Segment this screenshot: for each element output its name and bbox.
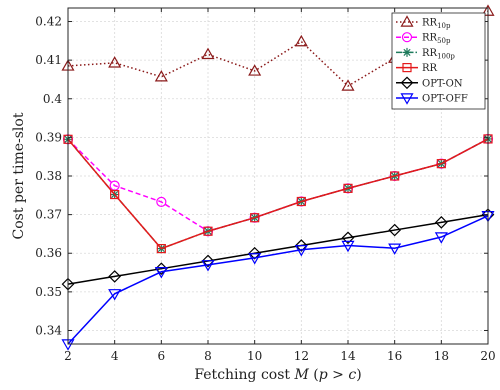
legend-label: OPT-OFF	[422, 94, 468, 105]
data-point	[294, 34, 308, 47]
legend-item: OPT-ON	[396, 76, 463, 90]
data-point	[248, 64, 262, 76]
legend-item: RR10p	[396, 15, 451, 31]
data-point	[248, 246, 262, 260]
legend-label: RR50p	[422, 33, 451, 46]
x-tick-label: 8	[204, 349, 212, 363]
series-layer	[61, 4, 495, 351]
x-tick-label: 14	[340, 349, 356, 363]
x-axis-label: Fetching cost M (p > c)	[194, 367, 361, 383]
data-point	[154, 70, 168, 82]
data-point	[294, 245, 308, 257]
legend-label: RR10p	[422, 18, 451, 31]
data-point	[341, 240, 355, 253]
data-point	[250, 213, 260, 223]
x-axis-ticks: 2 4 6 8 10 12 14 16 18 20	[64, 8, 496, 363]
data-point	[154, 267, 168, 279]
series-line	[67, 138, 489, 233]
y-tick-label: 0.39	[35, 130, 62, 144]
legend-marker	[400, 93, 414, 105]
y-tick-label: 0.37	[35, 208, 62, 222]
data-point	[248, 253, 262, 265]
legend-marker	[402, 47, 412, 57]
legend-label: RR100p	[422, 48, 455, 61]
x-tick-label: 4	[111, 349, 119, 363]
y-tick-label: 0.42	[35, 15, 62, 29]
series-line	[67, 215, 489, 345]
x-tick-label: 20	[480, 349, 495, 363]
data-point	[388, 223, 402, 237]
legend-item: RR100p	[396, 47, 455, 61]
y-tick-label: 0.35	[35, 285, 62, 299]
y-axis-ticks: 0.34 0.35 0.36 0.37 0.38 0.39 0.4 0.41 0.42	[35, 15, 488, 337]
data-point	[390, 171, 400, 181]
series-opt-off	[61, 211, 495, 351]
data-point	[108, 56, 122, 68]
data-point	[343, 183, 353, 193]
legend-marker	[402, 62, 412, 73]
data-point	[388, 243, 402, 255]
series-line	[67, 138, 489, 250]
series-rr	[63, 134, 493, 254]
data-point	[434, 232, 448, 244]
legend-label: OPT-ON	[422, 78, 463, 89]
data-point	[156, 244, 166, 254]
data-point	[154, 262, 168, 276]
x-tick-label: 18	[434, 349, 449, 363]
data-point	[341, 231, 355, 245]
y-tick-label: 0.38	[35, 169, 62, 183]
legend: RR10p RR50p RR100p RR OPT-ON OPT-OFF	[391, 12, 486, 110]
grid-lines	[68, 8, 488, 344]
series-line	[67, 138, 489, 250]
series-line	[67, 10, 489, 87]
data-point	[110, 189, 120, 200]
legend-marker	[400, 15, 414, 27]
legend-label: RR	[422, 63, 438, 74]
y-tick-label: 0.41	[35, 53, 62, 67]
series-opt-on	[61, 208, 495, 291]
data-point	[201, 47, 215, 60]
x-tick-label: 6	[158, 349, 166, 363]
data-point	[434, 215, 448, 229]
series-rr50p	[62, 133, 494, 237]
series-rr100p	[63, 134, 493, 254]
data-point	[108, 289, 122, 301]
data-point	[436, 159, 446, 169]
legend-marker	[401, 32, 413, 43]
y-tick-label: 0.34	[35, 323, 62, 337]
legend-marker	[400, 76, 414, 90]
data-point	[156, 196, 167, 207]
data-point	[201, 260, 215, 272]
legend-box	[391, 12, 486, 110]
x-tick-label: 12	[294, 349, 309, 363]
x-tick-label: 10	[247, 349, 262, 363]
series-line	[67, 213, 489, 285]
legend-item: RR	[396, 62, 438, 74]
data-point	[108, 270, 122, 283]
legend-item: RR50p	[396, 32, 451, 46]
data-point	[201, 254, 215, 268]
data-point	[294, 239, 308, 252]
x-tick-label: 16	[387, 349, 402, 363]
data-point	[296, 196, 306, 207]
data-point	[203, 226, 213, 236]
y-tick-label: 0.4	[43, 92, 62, 106]
x-tick-label: 2	[64, 349, 72, 363]
data-point	[341, 79, 355, 91]
y-axis-label: Cost per time-slot	[11, 112, 27, 239]
legend-item: OPT-OFF	[396, 93, 468, 105]
y-tick-label: 0.36	[35, 246, 62, 260]
